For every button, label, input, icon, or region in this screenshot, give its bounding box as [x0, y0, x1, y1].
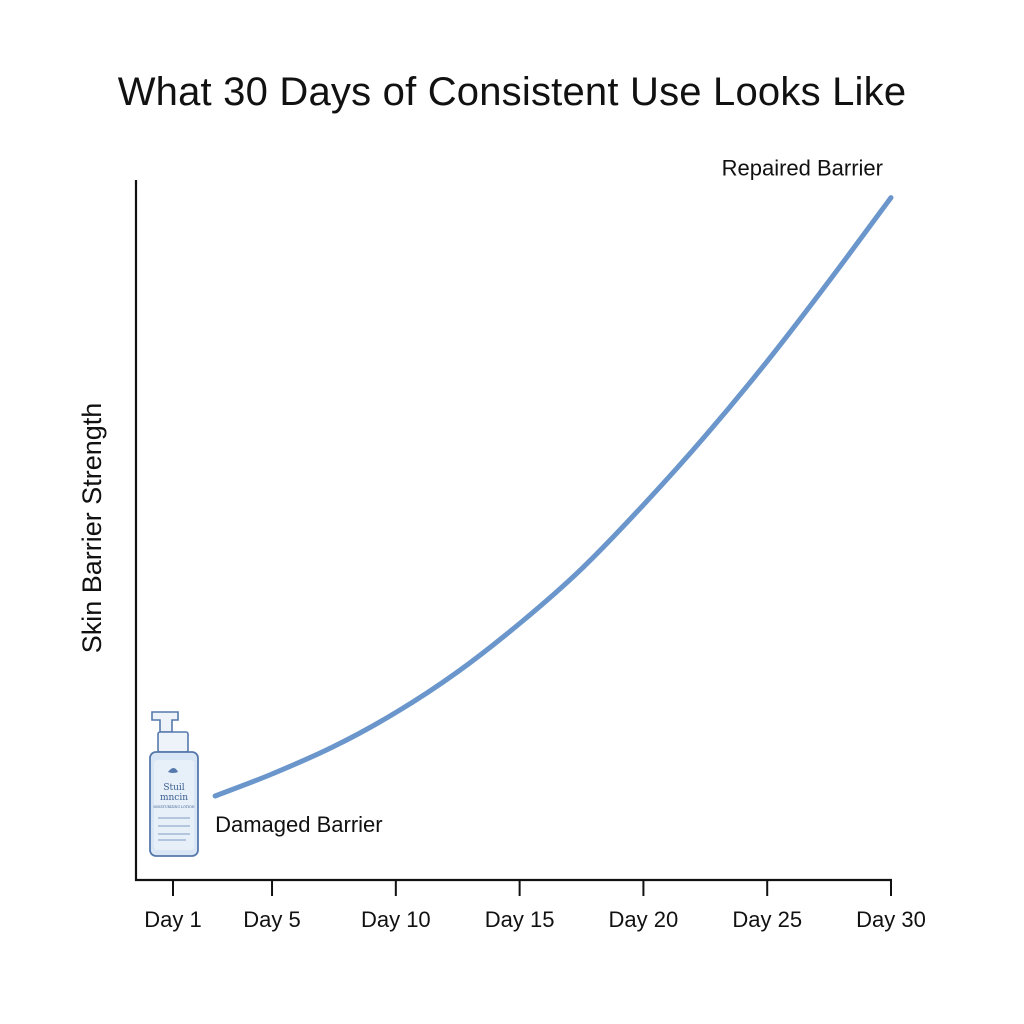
- x-tick-label: Day 5: [243, 907, 300, 932]
- x-tick-label: Day 30: [856, 907, 926, 932]
- x-tick-label: Day 15: [485, 907, 555, 932]
- series-line-barrier-strength: [212, 195, 894, 799]
- bottle-label-brand: Stuil: [163, 783, 184, 793]
- pump-bottle-icon: Stuil mncin MOISTURIZING LOTION: [149, 711, 199, 857]
- annotation-damaged-barrier: Damaged Barrier: [215, 812, 383, 837]
- annotation-repaired-barrier: Repaired Barrier: [722, 156, 883, 181]
- x-tick-label: Day 10: [361, 907, 431, 932]
- bottle-label-name: mncin: [160, 793, 188, 803]
- bottle-label-sub: MOISTURIZING LOTION: [153, 805, 194, 809]
- y-axis-label: Skin Barrier Strength: [77, 403, 107, 654]
- x-tick-label: Day 25: [732, 907, 802, 932]
- x-tick-label: Day 20: [609, 907, 679, 932]
- x-ticks: Day 1 Day 5 Day 10 Day 15 Day 20 Day 25 Day 30: [144, 880, 926, 932]
- chart-title: What 30 Days of Consistent Use Looks Lik…: [117, 70, 907, 114]
- x-tick-label: Day 1: [144, 907, 201, 932]
